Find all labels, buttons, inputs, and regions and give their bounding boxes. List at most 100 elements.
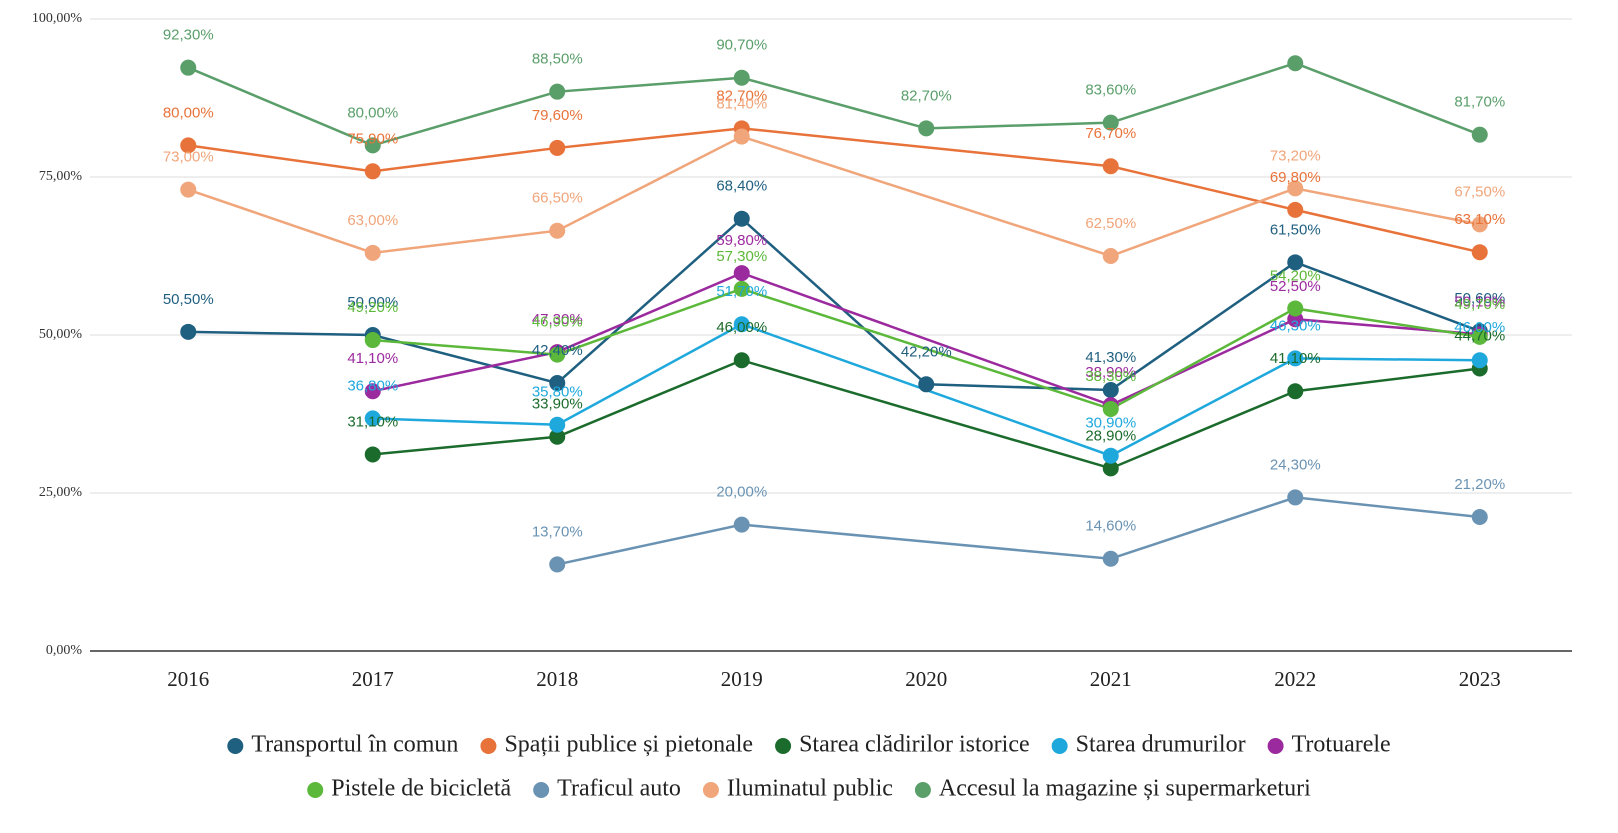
data-label: 47,30%	[532, 311, 583, 328]
data-label: 69,80%	[1270, 169, 1321, 186]
data-label: 80,00%	[347, 104, 398, 121]
data-label: 49,70%	[1454, 296, 1505, 313]
x-tick-label: 2019	[721, 667, 763, 691]
point	[1102, 447, 1119, 464]
x-tick-label: 2017	[352, 667, 394, 691]
data-label: 28,90%	[1085, 427, 1136, 444]
legend: Transportul în comun Spații publice și pi…	[227, 732, 1391, 802]
point	[364, 446, 381, 463]
legend-label: Iluminatul public	[727, 776, 893, 802]
point	[733, 128, 750, 145]
data-label: 62,50%	[1085, 215, 1136, 232]
data-label: 46,90%	[532, 314, 583, 331]
point	[549, 375, 566, 392]
data-label: 44,70%	[1454, 327, 1505, 344]
point	[733, 316, 750, 333]
legend-item: Starea clădirilor istorice	[775, 732, 1030, 758]
point	[364, 137, 381, 154]
y-tick-label: 75,00%	[39, 169, 83, 184]
legend-marker	[227, 738, 244, 754]
point	[1287, 55, 1304, 72]
legend-label: Spații publice și pietonale	[504, 732, 753, 758]
y-tick-label: 25,00%	[39, 485, 83, 500]
point	[364, 163, 381, 180]
point	[1471, 509, 1488, 526]
point	[733, 280, 750, 297]
legend-item: Transportul în comun	[227, 732, 458, 758]
point	[180, 323, 197, 340]
point	[1102, 381, 1119, 398]
data-label: 42,40%	[532, 342, 583, 359]
data-label: 50,10%	[1454, 293, 1505, 310]
point	[1471, 328, 1488, 345]
legend-item: Traficul auto	[533, 776, 681, 802]
data-label: 38,30%	[1085, 368, 1136, 385]
data-label: 79,60%	[532, 107, 583, 124]
data-label: 38,90%	[1085, 364, 1136, 381]
series-line	[187, 61, 1481, 147]
x-tick-label: 2016	[167, 667, 209, 691]
point	[180, 59, 197, 76]
legend-label: Starea drumurilor	[1076, 732, 1246, 758]
x-tick-label: 2020	[905, 667, 947, 691]
data-label: 63,00%	[347, 212, 398, 229]
point	[1102, 248, 1119, 264]
series-line	[556, 496, 1480, 566]
legend-label: Trotuarele	[1292, 732, 1391, 758]
point	[733, 516, 750, 533]
series-line	[372, 287, 1480, 411]
data-label: 51,70%	[716, 283, 767, 300]
point	[180, 137, 197, 154]
point	[1287, 489, 1304, 506]
point	[1287, 254, 1304, 271]
data-label: 61,50%	[1270, 221, 1321, 238]
x-tick-label: 2022	[1274, 667, 1316, 691]
data-label: 46,00%	[716, 319, 767, 336]
point	[549, 83, 566, 100]
data-label: 88,50%	[532, 51, 583, 68]
series-line	[372, 358, 1480, 470]
data-label: 21,20%	[1454, 476, 1505, 493]
data-label: 20,00%	[716, 484, 767, 501]
point	[1287, 180, 1304, 197]
data-label: 57,30%	[716, 248, 767, 265]
data-label: 68,40%	[716, 178, 767, 195]
legend-item: Pistele de bicicletă	[307, 776, 512, 802]
legend-marker	[533, 782, 550, 798]
data-label: 67,50%	[1454, 183, 1505, 200]
legend-label: Accesul la magazine și supermarketuri	[939, 776, 1311, 802]
point	[364, 244, 381, 261]
point	[1102, 400, 1119, 417]
x-tick-label: 2021	[1090, 667, 1132, 691]
point	[549, 428, 566, 445]
data-label: 41,10%	[347, 350, 398, 367]
legend-marker	[914, 782, 931, 798]
point	[1102, 158, 1119, 175]
data-label: 92,30%	[163, 27, 214, 44]
data-label: 81,40%	[716, 96, 767, 113]
data-label: 73,00%	[163, 149, 214, 166]
legend-item: Starea drumurilor	[1051, 732, 1246, 758]
legend-label: Transportul în comun	[251, 732, 458, 758]
data-label: 81,70%	[1454, 94, 1505, 111]
data-label: 50,60%	[1454, 290, 1505, 307]
data-label: 13,70%	[532, 523, 583, 540]
data-label: 80,00%	[163, 104, 214, 121]
y-tick-label: 0,00%	[46, 643, 83, 658]
y-tick-label: 100,00%	[32, 11, 83, 26]
legend-marker	[1267, 738, 1284, 754]
data-label: 82,70%	[716, 87, 767, 104]
point	[733, 69, 750, 86]
data-label: 30,90%	[1085, 415, 1136, 432]
data-label: 24,30%	[1270, 456, 1321, 473]
point	[549, 346, 566, 363]
point	[549, 416, 566, 433]
point	[1287, 383, 1304, 400]
legend-item: Spații publice și pietonale	[480, 732, 753, 758]
data-label: 63,10%	[1454, 211, 1505, 228]
point	[1471, 126, 1488, 143]
data-label: 76,70%	[1085, 125, 1136, 142]
data-label: 83,60%	[1085, 82, 1136, 99]
x-tick-label: 2023	[1459, 667, 1501, 691]
